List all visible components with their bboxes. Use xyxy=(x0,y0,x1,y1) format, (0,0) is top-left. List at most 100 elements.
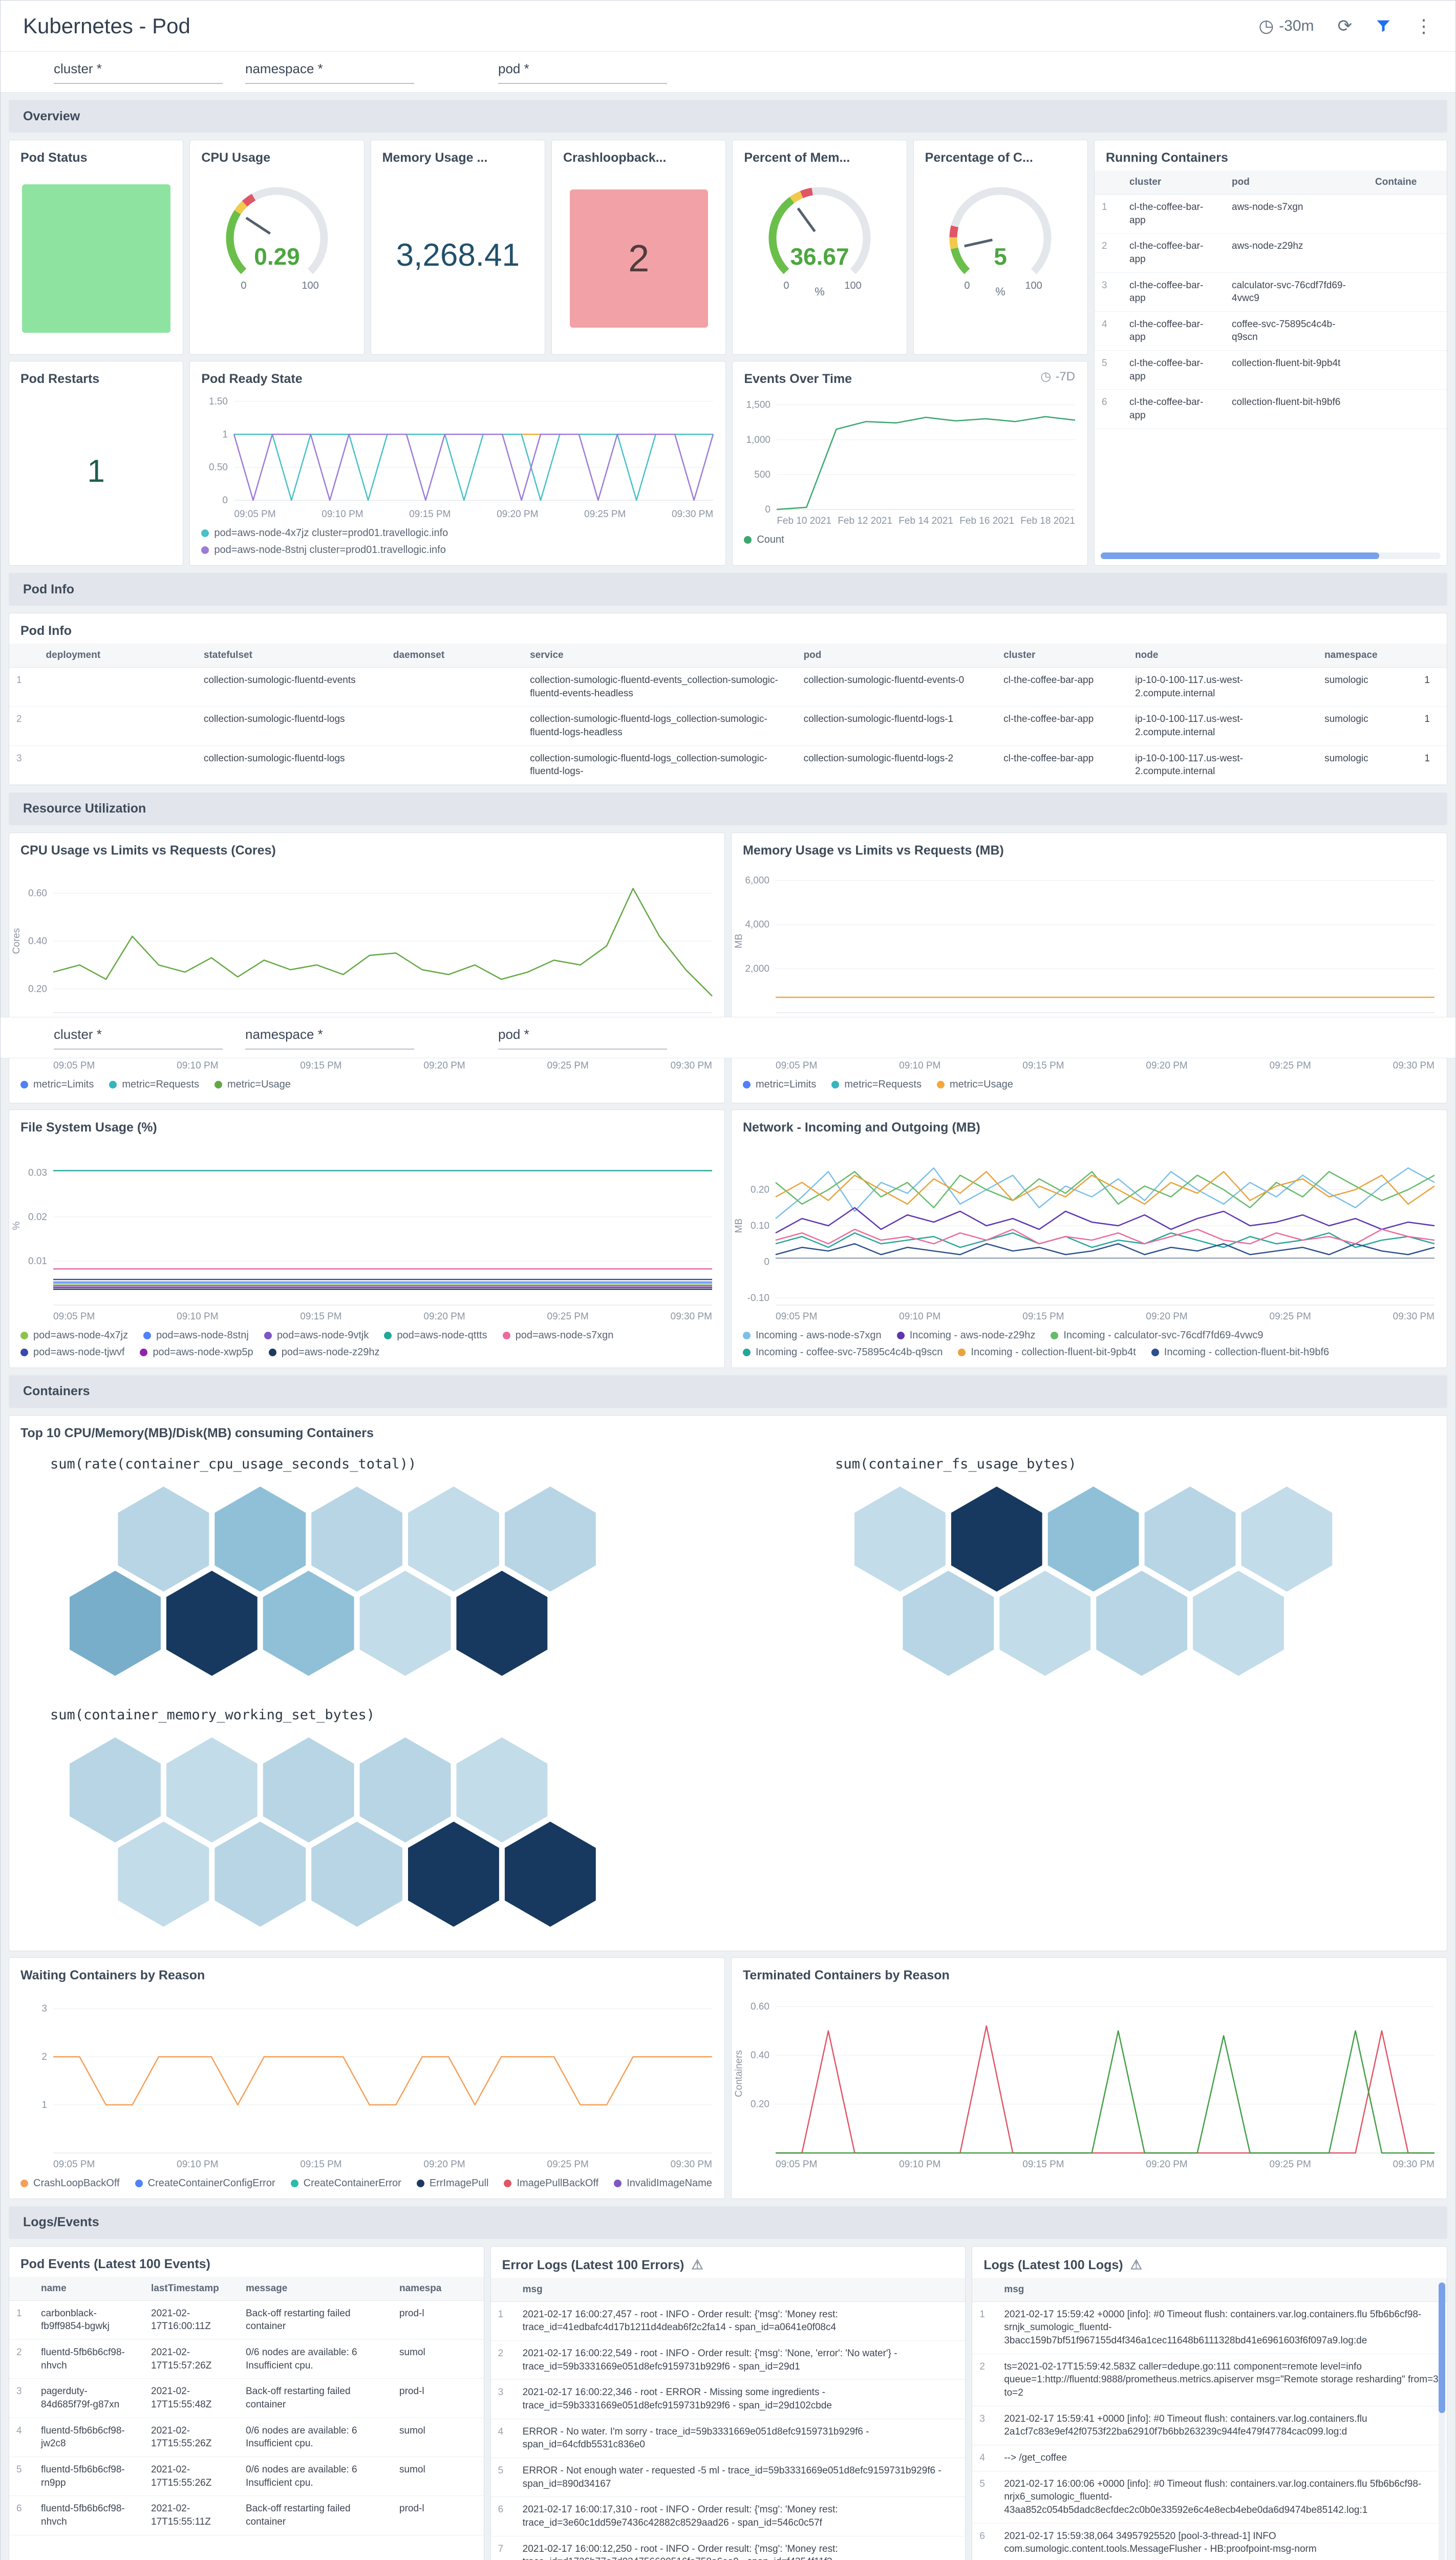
table-row[interactable]: 2 ts=2021-02-17T15:59:42.583Z caller=dedu… xyxy=(972,2354,1447,2406)
legend-item[interactable]: pod=aws-node-qttts xyxy=(384,1330,487,1341)
legend-item[interactable]: metric=Limits xyxy=(743,1079,816,1091)
column-header[interactable] xyxy=(9,2276,34,2301)
honeycomb-cell[interactable] xyxy=(309,1819,404,1929)
honeycomb-fs-chart[interactable] xyxy=(815,1481,1431,1681)
legend-item[interactable]: CreateContainerError xyxy=(290,2178,401,2189)
table-row[interactable]: 1 2021-02-17 16:00:27,457 - root - INFO -… xyxy=(490,2301,966,2341)
honeycomb-memory-chart[interactable] xyxy=(30,1732,815,1932)
honeycomb-cell[interactable] xyxy=(261,1568,356,1678)
pod-status-honeycomb-cell[interactable] xyxy=(22,184,170,333)
section-header-overview[interactable]: Overview xyxy=(9,100,1447,133)
column-header[interactable]: namespa xyxy=(392,2276,484,2301)
honeycomb-cell[interactable] xyxy=(309,1484,404,1594)
honeycomb-cell[interactable] xyxy=(406,1819,501,1929)
legend-item[interactable]: Incoming - aws-node-z29hz xyxy=(896,1330,1035,1341)
table-row[interactable]: 6 cl-the-coffee-bar-app collection-fluent-… xyxy=(1095,389,1447,429)
honeycomb-cell[interactable] xyxy=(164,1735,260,1845)
honeycomb-cell[interactable] xyxy=(1239,1484,1335,1594)
legend-item[interactable]: metric=Requests xyxy=(831,1079,922,1091)
honeycomb-cell[interactable] xyxy=(406,1484,501,1594)
column-header[interactable] xyxy=(1417,644,1447,668)
legend-item[interactable]: Count xyxy=(744,534,784,546)
horizontal-scrollbar[interactable] xyxy=(1101,552,1441,559)
legend-item[interactable]: CrashLoopBackOff xyxy=(20,2178,120,2189)
filter-namespace[interactable]: namespace * xyxy=(245,61,414,84)
legend-item[interactable]: metric=Limits xyxy=(20,1079,94,1091)
legend-item[interactable]: ImagePullBackOff xyxy=(504,2178,598,2189)
honeycomb-cell[interactable] xyxy=(357,1735,453,1845)
filter-pod[interactable]: pod * xyxy=(498,61,667,84)
table-row[interactable]: 4 cl-the-coffee-bar-app coffee-svc-75895c4… xyxy=(1095,311,1447,351)
more-options-button[interactable]: ⋮ xyxy=(1415,15,1433,36)
column-header[interactable]: deployment xyxy=(38,644,197,668)
section-header-logs-events[interactable]: Logs/Events xyxy=(9,2206,1447,2239)
legend-item[interactable]: Incoming - collection-fluent-bit-h9bf6 xyxy=(1151,1347,1329,1358)
table-row[interactable]: 1 carbonblack-fb9ff9854-bgwkj 2021-02-17T1… xyxy=(9,2300,484,2340)
filter-namespace[interactable]: namespace * xyxy=(245,1027,414,1050)
table-row[interactable]: 6 fluentd-5fb6b6cf98-nhvch 2021-02-17T15:5… xyxy=(9,2495,484,2535)
section-header-resource-utilization[interactable]: Resource Utilization xyxy=(9,792,1447,825)
column-header[interactable]: statefulset xyxy=(196,644,386,668)
honeycomb-cell[interactable] xyxy=(852,1484,948,1594)
column-header[interactable]: lastTimestamp xyxy=(144,2276,239,2301)
table-row[interactable]: 5 ERROR - Not enough water - requested -5… xyxy=(490,2458,966,2498)
table-row[interactable]: 4 --> /get_coffee xyxy=(972,2445,1447,2471)
panel-time-range[interactable]: ◷ -7D xyxy=(1040,369,1075,384)
refresh-button[interactable]: ⟳ xyxy=(1338,16,1353,36)
honeycomb-cell[interactable] xyxy=(68,1568,163,1678)
honeycomb-cell[interactable] xyxy=(212,1819,308,1929)
table-row[interactable]: 3 collection-sumologic-fluentd-logs collec… xyxy=(9,745,1447,785)
table-row[interactable]: 3 pagerduty-84d685f79f-g87xn 2021-02-17T15… xyxy=(9,2378,484,2418)
table-row[interactable]: 6 2021-02-17 15:59:38,064 34957925520 [po… xyxy=(972,2523,1447,2560)
column-header[interactable]: daemonset xyxy=(386,644,523,668)
table-row[interactable]: 4 ERROR - No water. I'm sorry - trace_id=… xyxy=(490,2419,966,2458)
table-row[interactable]: 7 2021-02-17 16:00:12,250 - root - INFO -… xyxy=(490,2536,966,2560)
honeycomb-cell[interactable] xyxy=(116,1819,211,1929)
legend-item[interactable]: metric=Requests xyxy=(109,1079,199,1091)
column-header[interactable] xyxy=(1095,170,1122,195)
honeycomb-cell[interactable] xyxy=(502,1819,598,1929)
table-row[interactable]: 2 cl-the-coffee-bar-app aws-node-z29hz xyxy=(1095,233,1447,273)
table-row[interactable]: 2 fluentd-5fb6b6cf98-nhvch 2021-02-17T15:5… xyxy=(9,2339,484,2379)
column-header[interactable] xyxy=(490,2277,516,2302)
table-row[interactable]: 5 cl-the-coffee-bar-app collection-fluent-… xyxy=(1095,350,1447,390)
table-row[interactable]: 4 fluentd-5fb6b6cf98-jw2c8 2021-02-17T15:5… xyxy=(9,2418,484,2457)
column-header[interactable]: namespace xyxy=(1317,644,1418,668)
column-header[interactable] xyxy=(9,644,39,668)
column-header[interactable] xyxy=(972,2277,997,2302)
table-row[interactable]: 3 2021-02-17 16:00:22,346 - root - ERROR … xyxy=(490,2379,966,2419)
legend-item[interactable]: Incoming - aws-node-s7xgn xyxy=(743,1330,882,1341)
legend-item[interactable]: metric=Usage xyxy=(936,1079,1013,1091)
section-header-pod-info[interactable]: Pod Info xyxy=(9,573,1447,606)
honeycomb-cell[interactable] xyxy=(997,1568,1093,1678)
column-header[interactable]: node xyxy=(1128,644,1318,668)
column-header[interactable]: cluster xyxy=(1122,170,1225,195)
column-header[interactable]: Containe xyxy=(1368,170,1447,195)
filter-pod[interactable]: pod * xyxy=(498,1027,667,1050)
honeycomb-cell[interactable] xyxy=(502,1484,598,1594)
honeycomb-cell[interactable] xyxy=(212,1484,308,1594)
table-row[interactable]: 1 collection-sumologic-fluentd-events coll… xyxy=(9,667,1447,707)
legend-item[interactable]: pod=aws-node-xwp5p xyxy=(140,1347,253,1358)
legend-item[interactable]: pod=aws-node-9vtjk xyxy=(264,1330,369,1341)
honeycomb-cell[interactable] xyxy=(1142,1484,1238,1594)
honeycomb-cell[interactable] xyxy=(357,1568,453,1678)
table-row[interactable]: 1 cl-the-coffee-bar-app aws-node-s7xgn xyxy=(1095,194,1447,234)
honeycomb-cell[interactable] xyxy=(261,1735,356,1845)
column-header[interactable]: pod xyxy=(796,644,997,668)
column-header[interactable]: cluster xyxy=(996,644,1128,668)
legend-item[interactable]: pod=aws-node-8stnj xyxy=(143,1330,249,1341)
table-row[interactable]: 2 collection-sumologic-fluentd-logs collec… xyxy=(9,706,1447,746)
honeycomb-cell[interactable] xyxy=(1094,1568,1190,1678)
honeycomb-cell[interactable] xyxy=(1191,1568,1287,1678)
legend-item[interactable]: pod=aws-node-8stnj cluster=prod01.travel… xyxy=(201,544,446,556)
honeycomb-cell[interactable] xyxy=(454,1568,550,1678)
table-row[interactable]: 5 fluentd-5fb6b6cf98-rn9pp 2021-02-17T15:5… xyxy=(9,2457,484,2497)
honeycomb-cell[interactable] xyxy=(116,1484,211,1594)
legend-item[interactable]: InvalidImageName xyxy=(614,2178,712,2189)
legend-item[interactable]: Incoming - coffee-svc-75895c4c4b-q9scn xyxy=(743,1347,943,1358)
table-row[interactable]: 6 2021-02-17 16:00:17,310 - root - INFO -… xyxy=(490,2497,966,2536)
honeycomb-cell[interactable] xyxy=(901,1568,996,1678)
column-header[interactable]: pod xyxy=(1225,170,1368,195)
table-row[interactable]: 2 2021-02-17 16:00:22,549 - root - INFO -… xyxy=(490,2340,966,2380)
